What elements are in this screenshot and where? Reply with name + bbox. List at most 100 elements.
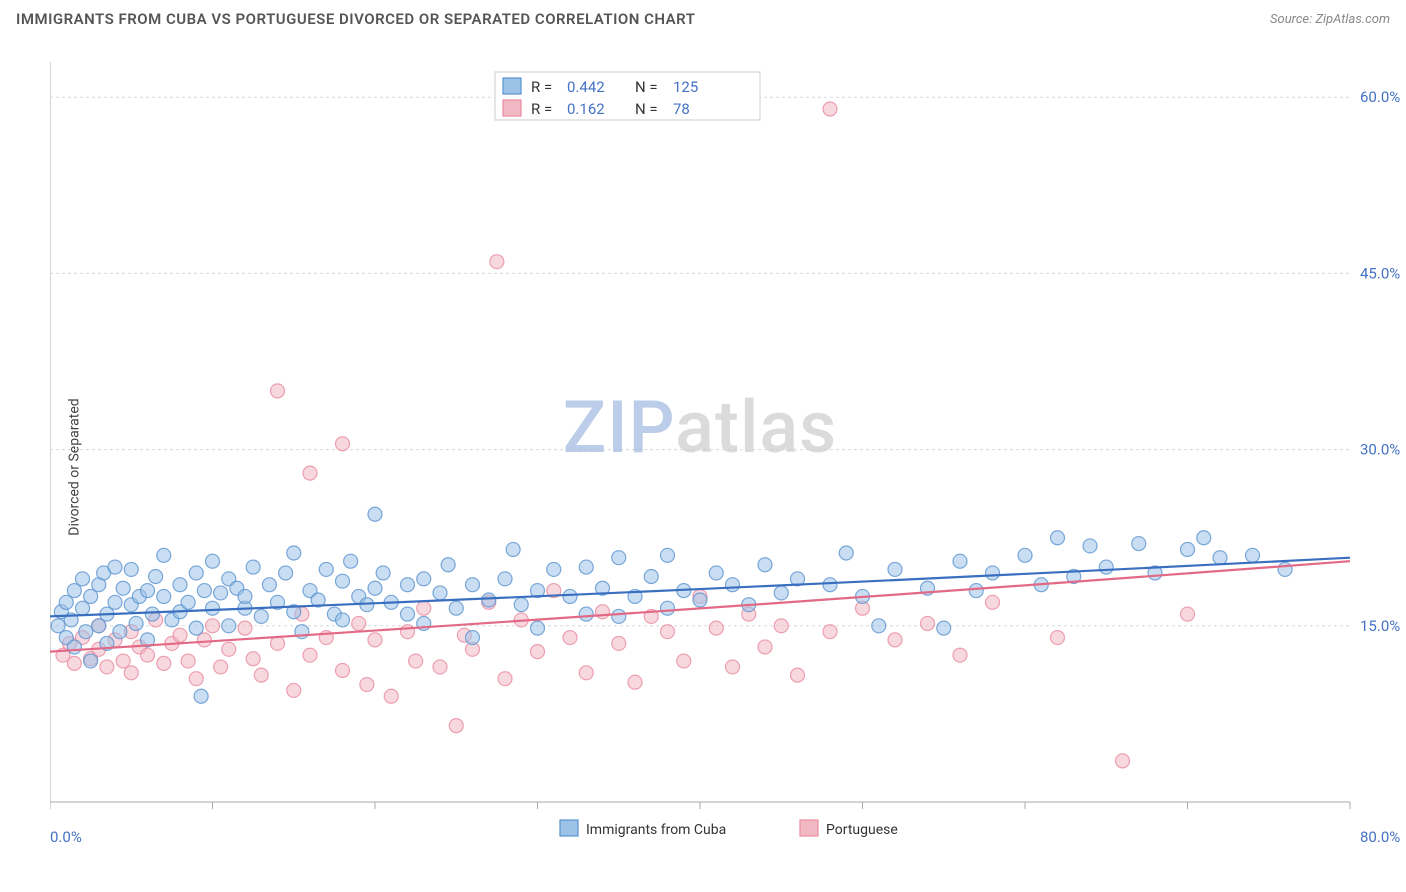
scatter-point — [661, 625, 675, 639]
scatter-point — [482, 593, 496, 607]
scatter-point — [254, 609, 268, 623]
scatter-point — [433, 586, 447, 600]
scatter-point — [1246, 548, 1260, 562]
scatter-point — [145, 607, 159, 621]
scatter-point — [368, 507, 382, 521]
scatter-point — [1132, 537, 1146, 551]
scatter-point — [726, 578, 740, 592]
scatter-point — [1197, 531, 1211, 545]
scatter-point — [238, 589, 252, 603]
legend-item-label: Portuguese — [826, 822, 898, 838]
scatter-point — [466, 631, 480, 645]
scatter-point — [222, 642, 236, 656]
scatter-point — [368, 581, 382, 595]
scatter-point — [563, 589, 577, 603]
scatter-point — [376, 566, 390, 580]
scatter-point — [181, 654, 195, 668]
scatter-point — [214, 660, 228, 674]
scatter-point — [823, 102, 837, 116]
scatter-point — [100, 660, 114, 674]
scatter-point — [490, 255, 504, 269]
scatter-point — [76, 572, 90, 586]
scatter-point — [449, 719, 463, 733]
scatter-point — [214, 586, 228, 600]
scatter-point — [189, 672, 203, 686]
scatter-point — [774, 619, 788, 633]
scatter-point — [173, 578, 187, 592]
scatter-point — [579, 607, 593, 621]
scatter-point — [206, 601, 220, 615]
source-name: ZipAtlas.com — [1315, 12, 1390, 27]
x-tick-label: 80.0% — [1360, 828, 1400, 846]
scatter-point — [124, 562, 138, 576]
scatter-point — [1051, 531, 1065, 545]
scatter-point — [644, 569, 658, 583]
scatter-point — [384, 689, 398, 703]
scatter-point — [157, 656, 171, 670]
scatter-point — [344, 554, 358, 568]
scatter-point — [206, 619, 220, 633]
scatter-point — [1181, 607, 1195, 621]
scatter-point — [693, 593, 707, 607]
scatter-point — [758, 558, 772, 572]
scatter-point — [262, 578, 276, 592]
scatter-point — [612, 551, 626, 565]
svg-text:78: 78 — [673, 100, 690, 118]
scatter-point — [279, 566, 293, 580]
scatter-point — [791, 668, 805, 682]
y-tick-label: 15.0% — [1360, 617, 1400, 635]
scatter-point — [303, 466, 317, 480]
scatter-point — [113, 625, 127, 639]
scatter-point — [360, 678, 374, 692]
scatter-point — [238, 621, 252, 635]
scatter-point — [189, 621, 203, 635]
scatter-point — [303, 648, 317, 662]
scatter-point — [417, 572, 431, 586]
scatter-point — [953, 554, 967, 568]
watermark: ZIPatlas — [563, 385, 837, 470]
scatter-point — [661, 548, 675, 562]
scatter-point — [579, 560, 593, 574]
series-legend: Immigrants from Cuba Portuguese — [560, 820, 898, 838]
scatter-point — [194, 689, 208, 703]
scatter-point — [417, 601, 431, 615]
legend-item-label: Immigrants from Cuba — [586, 822, 726, 838]
scatter-point — [709, 621, 723, 635]
scatter-point — [141, 584, 155, 598]
scatter-point — [352, 616, 366, 630]
scatter-point — [129, 616, 143, 630]
scatter-point — [1083, 539, 1097, 553]
scatter-plot: 15.0%30.0%45.0%60.0%0.0%80.0%ZIPatlasR =… — [50, 52, 1406, 892]
scatter-point — [67, 656, 81, 670]
scatter-point — [628, 675, 642, 689]
scatter-point — [368, 633, 382, 647]
scatter-point — [246, 652, 260, 666]
scatter-point — [921, 616, 935, 630]
correlation-legend: R =0.442N =125R =0.162N =78 — [495, 72, 760, 120]
scatter-point — [872, 619, 886, 633]
y-tick-label: 45.0% — [1360, 264, 1400, 282]
scatter-point — [726, 660, 740, 674]
scatter-point — [84, 654, 98, 668]
scatter-point — [401, 578, 415, 592]
scatter-point — [1181, 542, 1195, 556]
scatter-point — [514, 598, 528, 612]
scatter-point — [246, 560, 260, 574]
scatter-point — [181, 595, 195, 609]
scatter-point — [1099, 560, 1113, 574]
scatter-point — [506, 542, 520, 556]
scatter-point — [774, 586, 788, 600]
scatter-point — [888, 633, 902, 647]
scatter-point — [709, 566, 723, 580]
scatter-point — [969, 584, 983, 598]
scatter-point — [409, 654, 423, 668]
y-tick-label: 30.0% — [1360, 441, 1400, 459]
svg-text:0.162: 0.162 — [567, 100, 605, 118]
scatter-point — [1278, 562, 1292, 576]
scatter-point — [116, 581, 130, 595]
scatter-point — [108, 595, 122, 609]
scatter-point — [141, 648, 155, 662]
scatter-point — [612, 609, 626, 623]
source-prefix: Source: — [1270, 12, 1315, 27]
svg-text:N =: N = — [635, 100, 658, 118]
